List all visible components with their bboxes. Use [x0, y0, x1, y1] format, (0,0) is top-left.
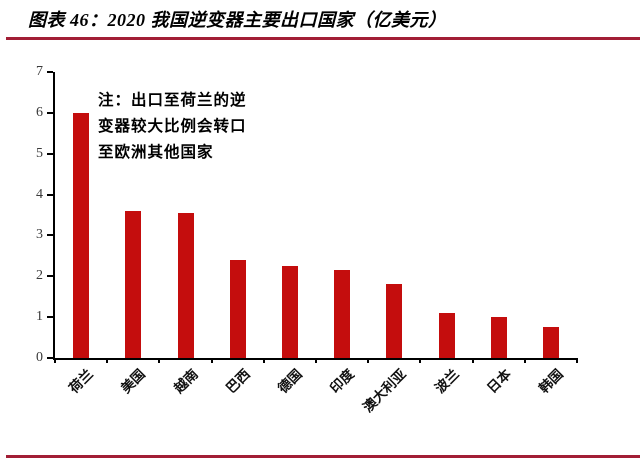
x-axis-tick	[523, 358, 526, 363]
x-axis-tick	[471, 358, 474, 363]
bar-india	[334, 270, 351, 358]
x-axis-label-india: 印度	[327, 366, 358, 396]
y-axis-label: 2	[36, 268, 43, 284]
x-axis-tick	[210, 358, 213, 363]
y-axis-tick	[47, 275, 53, 278]
x-axis-tick	[262, 358, 265, 363]
y-axis-tick	[47, 357, 53, 359]
x-axis-label-germany: 德国	[275, 366, 305, 396]
y-axis-label: 3	[36, 227, 43, 243]
bar-netherlands	[73, 112, 90, 358]
y-axis-tick	[47, 71, 53, 73]
x-axis-tick	[106, 358, 109, 363]
y-axis-tick	[47, 234, 53, 237]
y-axis-label: 6	[36, 104, 43, 120]
annotation-line: 变器较大比例会转口	[98, 118, 247, 135]
annotation-line: 注：出口至荷兰的逆	[98, 92, 247, 109]
y-axis-label: 4	[36, 186, 43, 202]
x-axis-label-brazil: 巴西	[222, 366, 253, 396]
x-axis-tick	[54, 358, 56, 363]
x-axis-label-netherlands: 荷兰	[66, 366, 97, 396]
footer-rule	[6, 455, 640, 458]
x-axis-tick	[419, 358, 422, 363]
y-axis-tick	[47, 152, 53, 155]
title-underline-rule	[6, 37, 640, 40]
x-axis-label-vietnam: 越南	[170, 366, 201, 396]
bar-poland	[438, 313, 455, 358]
y-axis-label: 1	[36, 309, 43, 325]
plot-area: 0 1 2 3 4 5 6 7 荷兰 美国 越南 巴西 德国 印度 澳大利亚 波兰 日本 韩国	[36, 65, 578, 415]
chart-annotation: 注：出口至荷兰的逆 变器较大比例会转口 至欧洲其他国家	[98, 88, 247, 166]
y-axis-tick	[47, 111, 53, 114]
x-axis-label-poland: 波兰	[431, 366, 462, 396]
bar-australia	[386, 284, 403, 358]
y-axis-label: 7	[36, 64, 43, 79]
y-axis-tick	[47, 316, 53, 319]
x-axis-label-usa: 美国	[118, 366, 149, 396]
y-axis-label: 5	[36, 145, 43, 161]
bar-south-korea	[542, 327, 559, 358]
x-axis-tick	[315, 358, 317, 363]
annotation-line: 至欧洲其他国家	[98, 144, 214, 161]
y-axis-label: 0	[36, 350, 43, 365]
x-axis-tick	[367, 358, 370, 363]
x-axis-label-australia: 澳大利亚	[360, 366, 410, 416]
x-axis-label-japan: 日本	[483, 366, 514, 396]
bar-vietnam	[177, 212, 194, 358]
bar-brazil	[229, 259, 246, 358]
bar-germany	[281, 266, 298, 358]
x-axis-tick	[158, 358, 161, 363]
bar-usa	[125, 210, 142, 358]
x-axis-label-south-korea: 韩国	[536, 366, 566, 396]
x-axis-tick	[576, 358, 578, 363]
chart-title: 图表 46：2020 我国逆变器主要出口国家（亿美元）	[28, 10, 447, 30]
bar-japan	[490, 317, 507, 358]
y-axis-tick	[47, 193, 53, 196]
